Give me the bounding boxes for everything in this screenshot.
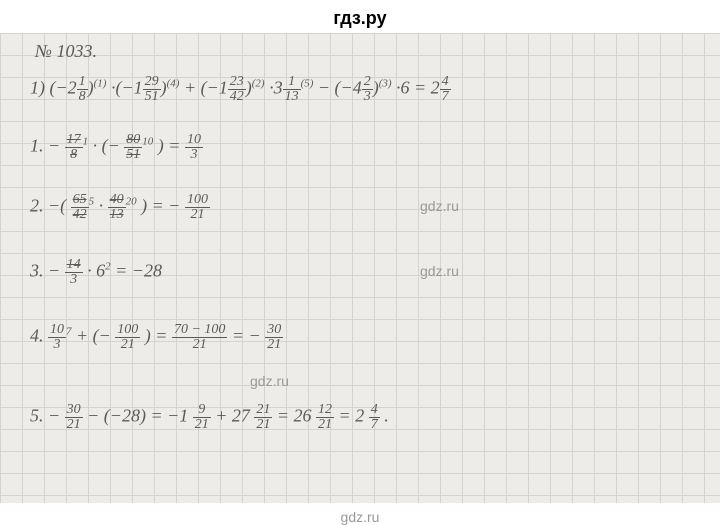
line-1: 1) (−218)(1) ·(−12951)(4) + (−12342)(2) …: [30, 75, 451, 104]
page-header: гдз.ру: [0, 0, 720, 33]
l1-a: (−2: [50, 78, 77, 98]
watermark-3: gdz.ru: [250, 373, 289, 389]
line-3: 2. −( 65425 · 401320 ) = − 10021: [30, 193, 210, 222]
line-2: 1. − 1781 · (− 805110 ) = 103: [30, 133, 203, 162]
watermark-1: gdz.ru: [420, 198, 459, 214]
problem-number: № 1033.: [35, 41, 97, 62]
notebook-paper: № 1033. 1) (−218)(1) ·(−12951)(4) + (−12…: [0, 33, 720, 503]
l1-prefix: 1): [30, 78, 50, 98]
watermark-2: gdz.ru: [420, 263, 459, 279]
line-4: 3. − 143 · 62 = −28: [30, 258, 162, 287]
line-6: 5. − 3021 − (−28) = −1 921 + 27 2121 = 2…: [30, 403, 389, 432]
line-5: 4. 1037 + (− 10021 ) = 70 − 10021 = − 30…: [30, 323, 283, 352]
